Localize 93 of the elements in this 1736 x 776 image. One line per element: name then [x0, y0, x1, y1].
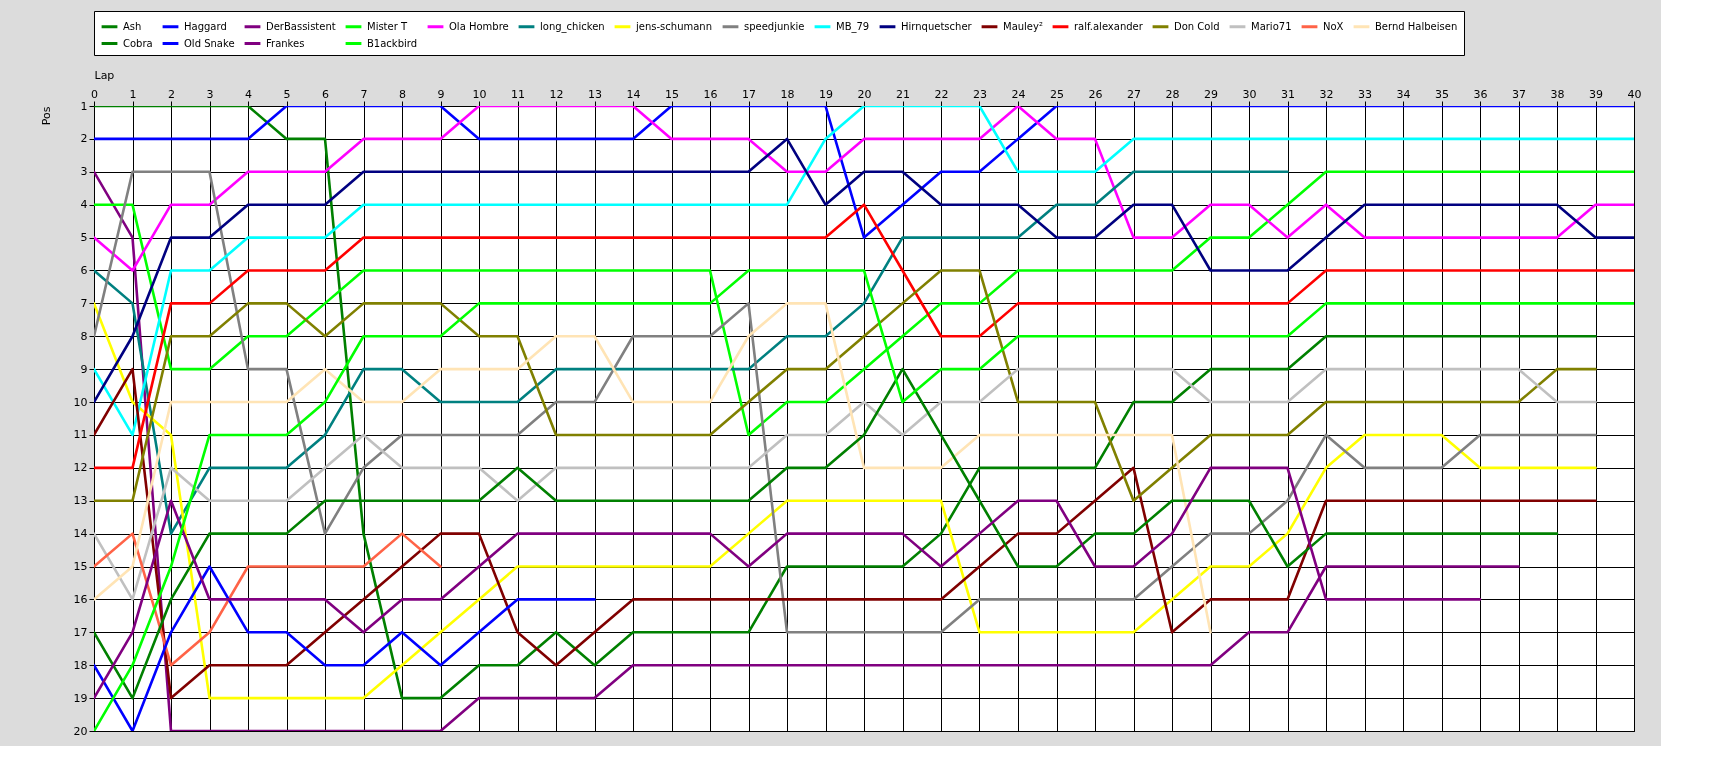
x-tick-label: 28 — [1165, 87, 1180, 101]
y-tick-label: 12 — [73, 461, 88, 475]
legend-label: Mister T — [367, 20, 408, 32]
line-series — [94, 565, 596, 731]
x-tick-label: 4 — [245, 87, 252, 101]
line-series — [94, 269, 1597, 503]
legend-label: long_chicken — [540, 20, 605, 33]
x-tick-label: 8 — [399, 87, 406, 101]
x-tick-label: 19 — [819, 87, 833, 101]
line-series — [94, 170, 1520, 731]
x-tick-label: 24 — [1011, 87, 1026, 101]
x-tick-label: 18 — [780, 87, 795, 101]
x-axis-title: Lap — [94, 68, 115, 82]
x-tick-label: 6 — [322, 87, 329, 101]
x-tick-label: 36 — [1473, 87, 1488, 101]
x-tick-label: 0 — [91, 87, 98, 101]
x-tick-label: 35 — [1435, 87, 1449, 101]
line-series — [94, 170, 1289, 535]
x-tick-label: 40 — [1627, 87, 1642, 101]
x-tick-label: 20 — [857, 87, 872, 101]
x-tick-label: 32 — [1319, 87, 1334, 101]
x-tick-label: 7 — [360, 87, 368, 101]
x-tick-label: 5 — [283, 87, 291, 101]
x-tick-label: 21 — [896, 87, 910, 101]
legend-label: ralf.alexander — [1074, 20, 1144, 32]
x-tick-label: 30 — [1242, 87, 1257, 101]
y-tick-label: 6 — [80, 263, 88, 277]
line-series — [94, 367, 1597, 601]
x-tick-label: 25 — [1050, 87, 1064, 101]
line-series — [94, 302, 1597, 700]
legend-label: speedjunkie — [744, 20, 805, 32]
legend-label: Mauley² — [1003, 20, 1043, 32]
y-tick-label: 9 — [80, 362, 88, 376]
x-tick-label: 9 — [437, 87, 445, 101]
legend-label: Haggard — [184, 20, 227, 32]
x-tick-label: 14 — [626, 87, 641, 101]
legend-label: Mario71 — [1251, 20, 1292, 32]
y-tick-label: 14 — [73, 527, 88, 541]
y-tick-label: 10 — [73, 395, 88, 409]
x-tick-label: 26 — [1088, 87, 1103, 101]
legend-label: B1ackbird — [367, 37, 418, 49]
y-tick-label: 2 — [80, 132, 88, 146]
x-tick-label: 16 — [703, 87, 718, 101]
legend-label: Cobra — [123, 37, 153, 49]
y-tick-label: 18 — [73, 658, 88, 672]
x-tick-label: 2 — [168, 87, 175, 101]
y-tick-label: 1 — [80, 99, 88, 113]
legend-label: Frankes — [266, 37, 305, 49]
y-tick-label: 8 — [80, 329, 88, 343]
y-tick-label: 16 — [73, 592, 88, 606]
x-tick-label: 17 — [742, 87, 756, 101]
legend-label: MB_79 — [836, 20, 870, 33]
x-tick-label: 11 — [511, 87, 525, 101]
x-tick-label: 39 — [1589, 87, 1603, 101]
x-tick-label: 22 — [934, 87, 949, 101]
x-tick-label: 34 — [1396, 87, 1411, 101]
x-tick-label: 27 — [1127, 87, 1141, 101]
line-series — [94, 170, 1597, 634]
x-tick-label: 23 — [973, 87, 987, 101]
x-tick-label: 12 — [549, 87, 564, 101]
line-series — [94, 302, 1212, 634]
x-tick-label: 15 — [665, 87, 679, 101]
y-tick-label: 11 — [73, 428, 88, 442]
x-tick-label: 10 — [472, 87, 487, 101]
x-tick-label: 38 — [1550, 87, 1565, 101]
legend-label: DerBassistent — [266, 20, 336, 32]
legend-label: NoX — [1323, 20, 1344, 32]
x-tick-label: 13 — [588, 87, 602, 101]
y-tick-label: 19 — [73, 691, 88, 705]
legend-label: Don Cold — [1174, 20, 1220, 32]
y-tick-label: 5 — [80, 231, 88, 245]
y-tick-label: 20 — [73, 724, 88, 738]
y-tick-label: 15 — [73, 560, 88, 574]
line-series — [94, 532, 442, 667]
y-tick-label: 3 — [80, 165, 88, 179]
y-tick-label: 13 — [73, 494, 88, 508]
line-series — [94, 106, 1597, 700]
legend-label: Old Snake — [184, 37, 235, 49]
y-axis-title: Pos — [39, 106, 53, 126]
y-tick-label: 4 — [80, 198, 88, 212]
legend-label: Bernd Halbeisen — [1375, 20, 1458, 32]
legend-label: jens-schumann — [635, 20, 713, 32]
x-tick-label: 31 — [1281, 87, 1295, 101]
y-tick-label: 17 — [73, 625, 88, 639]
x-tick-label: 29 — [1204, 87, 1218, 101]
y-tick-label: 7 — [80, 296, 88, 310]
x-tick-label: 1 — [129, 87, 137, 101]
legend-label: Ash — [123, 20, 142, 32]
x-tick-label: 3 — [206, 87, 214, 101]
x-tick-label: 37 — [1512, 87, 1526, 101]
legend-label: Hirnquetscher — [901, 20, 973, 32]
x-tick-label: 33 — [1358, 87, 1372, 101]
legend-label: Ola Hombre — [449, 20, 509, 32]
